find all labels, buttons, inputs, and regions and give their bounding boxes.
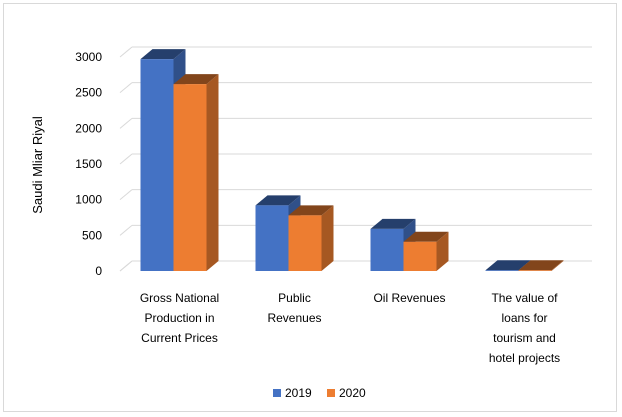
category-label-line: Gross National [140,291,219,305]
gridline-depth [119,153,133,165]
bar-side [436,231,449,271]
gridline-depth [119,117,133,129]
bar-front [288,215,322,271]
y-tick-label: 2500 [75,86,102,100]
y-tick-label: 0 [95,264,102,278]
legend: 2019 2020 [273,386,366,400]
y-tick-label: 500 [82,228,102,242]
legend-label-2020: 2020 [339,386,366,400]
category-label: Oil Revenues [373,291,445,305]
bar-2020-3 [518,260,564,271]
y-tick-label: 3000 [75,50,102,64]
category-label-line: Oil Revenues [373,291,445,305]
category-label: The value of loans for tourism and hotel pr… [489,291,560,365]
bar-top [403,231,449,242]
bar-top [173,74,219,85]
category-label: Public Revenues [267,291,321,325]
gridline-depth [119,46,133,58]
bar-2020-0 [173,74,219,272]
floor-edge [119,260,133,272]
bar-front [255,205,289,271]
bar-top [485,260,531,271]
bar-top [288,205,334,216]
y-axis-title: Saudi Mliar Riyal [30,116,45,214]
bar-2020-2 [403,231,449,271]
y-tick-label: 2000 [75,121,102,135]
category-label-line: Production in [144,311,214,325]
category-label: Gross National Production in Current Price… [140,291,219,345]
bar-side [206,74,219,272]
gridline-depth [119,189,133,201]
bar-front [140,59,174,271]
y-axis-ticks: 0 500 1000 1500 2000 2500 3000 [75,50,102,278]
category-label-line: hotel projects [489,351,560,365]
legend-swatch-2020 [327,389,335,397]
y-tick-label: 1500 [75,157,102,171]
legend-label-2019: 2019 [285,386,312,400]
bar-side [551,260,564,271]
bar-front [485,270,519,271]
bar-front [518,270,552,271]
category-label-line: Public [278,291,311,305]
category-label-line: loans for [501,311,547,325]
bar-front [403,241,437,271]
bar-top [518,260,564,271]
bar-top [255,195,301,206]
category-label-line: The value of [491,291,558,305]
bars [140,49,564,272]
category-label-line: Revenues [267,311,321,325]
category-label-line: Current Prices [141,331,218,345]
y-tick-label: 1000 [75,193,102,207]
bar-front [370,228,404,271]
bar-top [140,49,186,60]
category-label-line: tourism and [493,331,556,345]
gridline-depth [119,82,133,94]
legend-swatch-2019 [273,389,281,397]
bar-side [321,205,334,271]
bar-2020-1 [288,205,334,271]
bar-top [370,218,416,229]
category-labels: Gross National Production in Current Price… [140,291,560,365]
gridline-depth [119,224,133,236]
bar-front [173,84,207,272]
